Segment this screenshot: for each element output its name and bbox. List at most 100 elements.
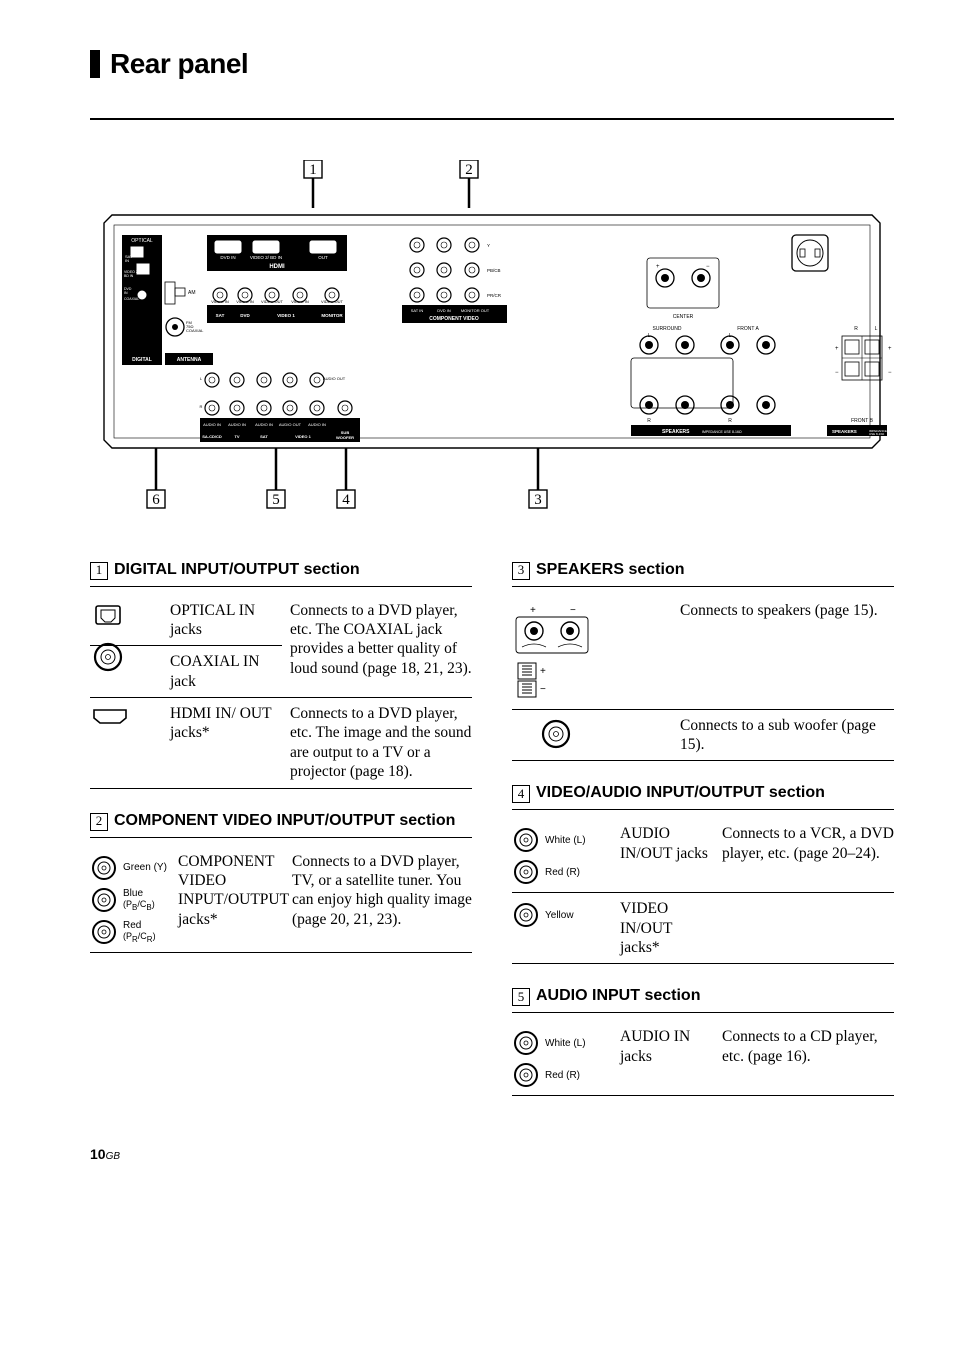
s1-r2-label: HDMI IN/ OUT jacks* [170,704,282,743]
section-3-head: 3 SPEAKERS section [512,560,894,587]
svg-text:AUDIO IN: AUDIO IN [308,422,326,427]
svg-text:R: R [854,326,858,332]
svg-text:IN: IN [125,258,129,263]
lbl-speakers1: SPEAKERS [662,429,690,435]
s1-r1-desc: Connects to a DVD player, etc. The COAXI… [290,601,472,679]
svg-text:MONITOR OUT: MONITOR OUT [461,308,490,313]
title-rule [90,118,894,120]
callout-5: 5 [272,492,280,508]
svg-text:AUDIO IN: AUDIO IN [255,422,273,427]
rca-white-icon [512,826,540,854]
svg-text:R: R [200,404,203,409]
svg-text:L: L [875,326,878,332]
s2-blue-label-a: Blue [123,888,143,899]
s1-r2-desc: Connects to a DVD player, etc. The image… [290,704,472,782]
svg-text:OUT: OUT [318,255,328,260]
s2-green-label: Green (Y) [123,862,167,873]
callout-2: 2 [465,162,473,178]
rca-red-icon [90,918,118,946]
rca-green-icon [90,854,118,882]
svg-text:+: + [835,346,839,352]
hdmi-jack-icon [90,706,130,726]
lbl-antenna: ANTENNA [177,357,202,363]
s4-row-2: Yellow VIDEO IN/OUT jacks* [512,893,894,964]
svg-text:AUDIO OUT: AUDIO OUT [279,422,302,427]
page-title: Rear panel [110,50,248,78]
s3-r2-desc: Connects to a sub woofer (page 15). [680,716,894,755]
s4-r2-label: VIDEO IN/OUT jacks* [620,899,714,957]
svg-text:L: L [648,333,651,339]
lbl-optical: OPTICAL [131,238,153,244]
lbl-fronta: FRONT A [737,326,759,332]
svg-text:COAXIAL: COAXIAL [186,328,204,333]
section-4-title: VIDEO/AUDIO INPUT/OUTPUT section [536,783,825,803]
page-title-bar: Rear panel [90,50,894,78]
page-number: 10GB [90,1146,894,1162]
rca-red2-icon [512,858,540,886]
page-num-suffix: GB [106,1151,120,1162]
section-3-num: 3 [512,562,530,580]
svg-text:WOOFER: WOOFER [336,435,354,440]
svg-text:TV: TV [234,434,239,439]
section-1-num: 1 [90,562,108,580]
rear-panel-diagram: 1 2 OPTICAL SAT IN VIDEO 2/ BD IN DVD [90,160,894,530]
rear-panel-svg: 1 2 OPTICAL SAT IN VIDEO 2/ BD IN DVD [92,160,892,530]
svg-text:SAT: SAT [260,434,268,439]
lbl-surround: SURROUND [653,326,682,332]
svg-text:VIDEO 1: VIDEO 1 [277,313,295,318]
svg-text:SA-CD/CD: SA-CD/CD [202,434,222,439]
s2-label: COMPONENT VIDEO INPUT/OUTPUT jacks* [178,852,284,930]
rca-yellow-icon [512,901,540,929]
s5-white-label: White (L) [545,1038,586,1049]
svg-text:SAT: SAT [216,313,225,318]
s2-red-label-a: Red [123,920,141,931]
svg-text:DVD: DVD [240,313,250,318]
svg-text:VIDEO 2/ BD IN: VIDEO 2/ BD IN [250,255,282,260]
svg-text:PR/CR: PR/CR [487,293,502,298]
svg-text:AUDIO IN: AUDIO IN [203,422,221,427]
section-2-head: 2 COMPONENT VIDEO INPUT/OUTPUT section [90,811,472,838]
section-4-num: 4 [512,785,530,803]
lbl-digital: DIGITAL [132,357,152,363]
s5-red-label: Red (R) [545,1070,580,1081]
rca-blue-icon [90,886,118,914]
svg-text:MONITOR: MONITOR [321,313,343,318]
section-5-title: AUDIO INPUT section [536,986,700,1006]
section-1-title: DIGITAL INPUT/OUTPUT section [114,560,360,580]
subwoofer-jack-icon [540,718,572,750]
s1-r1-label-b: COAXIAL IN jack [170,653,259,689]
callout-4: 4 [342,492,350,508]
s4-yellow-label: Yellow [545,910,574,921]
s4-red-label: Red (R) [545,867,580,878]
s3-row-1: + − [512,595,894,710]
svg-text:−: − [835,370,839,376]
s1-r1-label-a: OPTICAL IN jacks [170,602,255,638]
svg-text:IN: IN [124,291,128,295]
svg-text:+: + [656,264,660,270]
svg-text:AUDIO IN: AUDIO IN [228,422,246,427]
section-4-head: 4 VIDEO/AUDIO INPUT/OUTPUT section [512,783,894,810]
page-num-value: 10 [90,1146,106,1162]
section-2-num: 2 [90,813,108,831]
callout-6: 6 [152,492,160,508]
svg-text:BD IN: BD IN [124,274,134,278]
s3-row-2: Connects to a sub woofer (page 15). [512,710,894,762]
svg-text:−: − [540,684,546,695]
s5-label: AUDIO IN jacks [620,1027,714,1066]
optical-jack-icon [90,603,126,627]
s1-row-2: HDMI IN/ OUT jacks* Connects to a DVD pl… [90,698,472,789]
rca-red3-icon [512,1061,540,1089]
lbl-hdmi: HDMI [269,264,285,270]
svg-text:R: R [728,418,732,424]
svg-text:AM: AM [188,290,196,296]
svg-text:SPEAKERS: SPEAKERS [832,429,857,434]
lbl-compvideo: COMPONENT VIDEO [429,316,479,322]
svg-text:−: − [888,370,892,376]
s2-row: Green (Y) Blue (PB/CB) [90,846,472,953]
svg-text:SAT IN: SAT IN [411,308,424,313]
s5-desc: Connects to a CD player, etc. (page 16). [722,1027,894,1066]
section-5-num: 5 [512,988,530,1006]
svg-text:+: + [530,605,536,616]
s4-white-label: White (L) [545,835,586,846]
svg-text:L: L [729,333,732,339]
